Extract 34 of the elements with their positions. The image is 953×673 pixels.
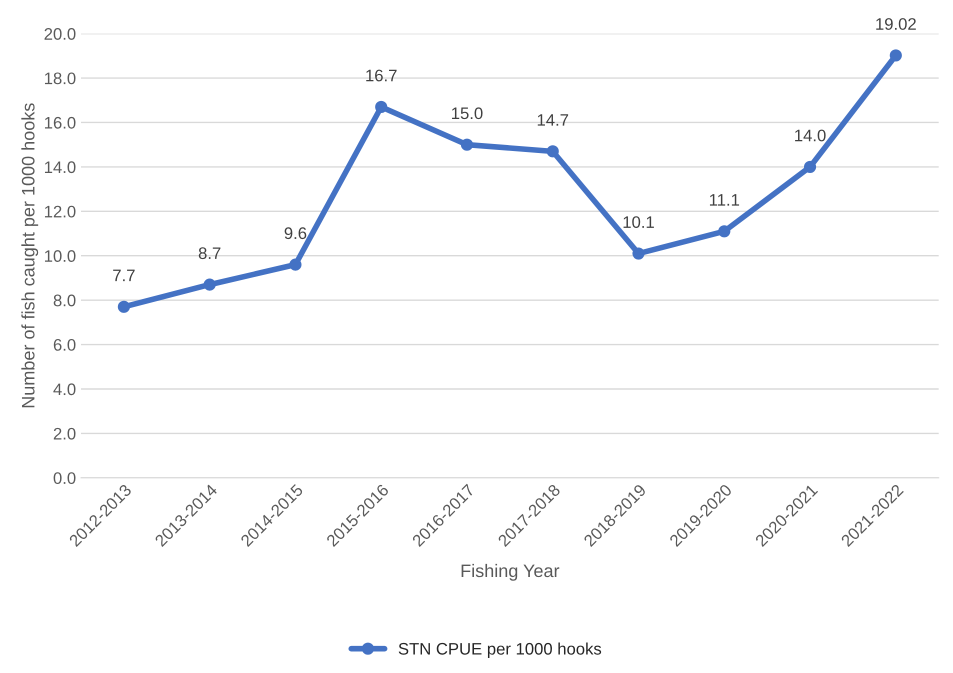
point — [718, 225, 730, 238]
y-tick-label: 14.0 — [44, 161, 76, 174]
data-label: 7.7 — [113, 270, 135, 282]
y-tick-label: 12.0 — [44, 206, 76, 218]
data-label: 10.1 — [624, 216, 654, 228]
point — [460, 138, 474, 151]
y-tick-label: 6.0 — [54, 338, 76, 351]
data-label: 16.7 — [366, 70, 397, 82]
point — [804, 160, 816, 173]
y-tick-label: 20.0 — [44, 28, 76, 40]
y-tick-label: 10.0 — [44, 250, 76, 262]
y-tick-label: 2.0 — [54, 428, 76, 440]
point — [289, 258, 302, 271]
y-tick-label: 0.0 — [54, 472, 76, 484]
legend-label: STN CPUE per 1000 hooks — [398, 642, 602, 658]
data-label: 8.7 — [198, 247, 220, 260]
data-label: 15.0 — [452, 107, 483, 120]
data-label: 11.1 — [710, 194, 740, 206]
y-tick-label: 18.0 — [44, 72, 76, 84]
x-axis-title: Fishing Year — [462, 564, 560, 581]
point — [890, 49, 902, 62]
y-tick-label: 4.0 — [53, 383, 76, 396]
y-tick-label: 16.0 — [44, 116, 76, 129]
point — [546, 145, 559, 158]
point — [204, 278, 216, 291]
point — [118, 300, 130, 313]
data-label: 19.02 — [876, 18, 916, 30]
data-label: 14.0 — [795, 130, 826, 142]
y-tick-label: 8.0 — [54, 294, 76, 306]
point — [632, 247, 645, 260]
data-label: 9.6 — [284, 227, 306, 240]
data-label: 14.7 — [538, 114, 568, 126]
point — [375, 100, 388, 114]
y-axis-title: Number of fish caught per 1000 hooks — [21, 103, 38, 408]
